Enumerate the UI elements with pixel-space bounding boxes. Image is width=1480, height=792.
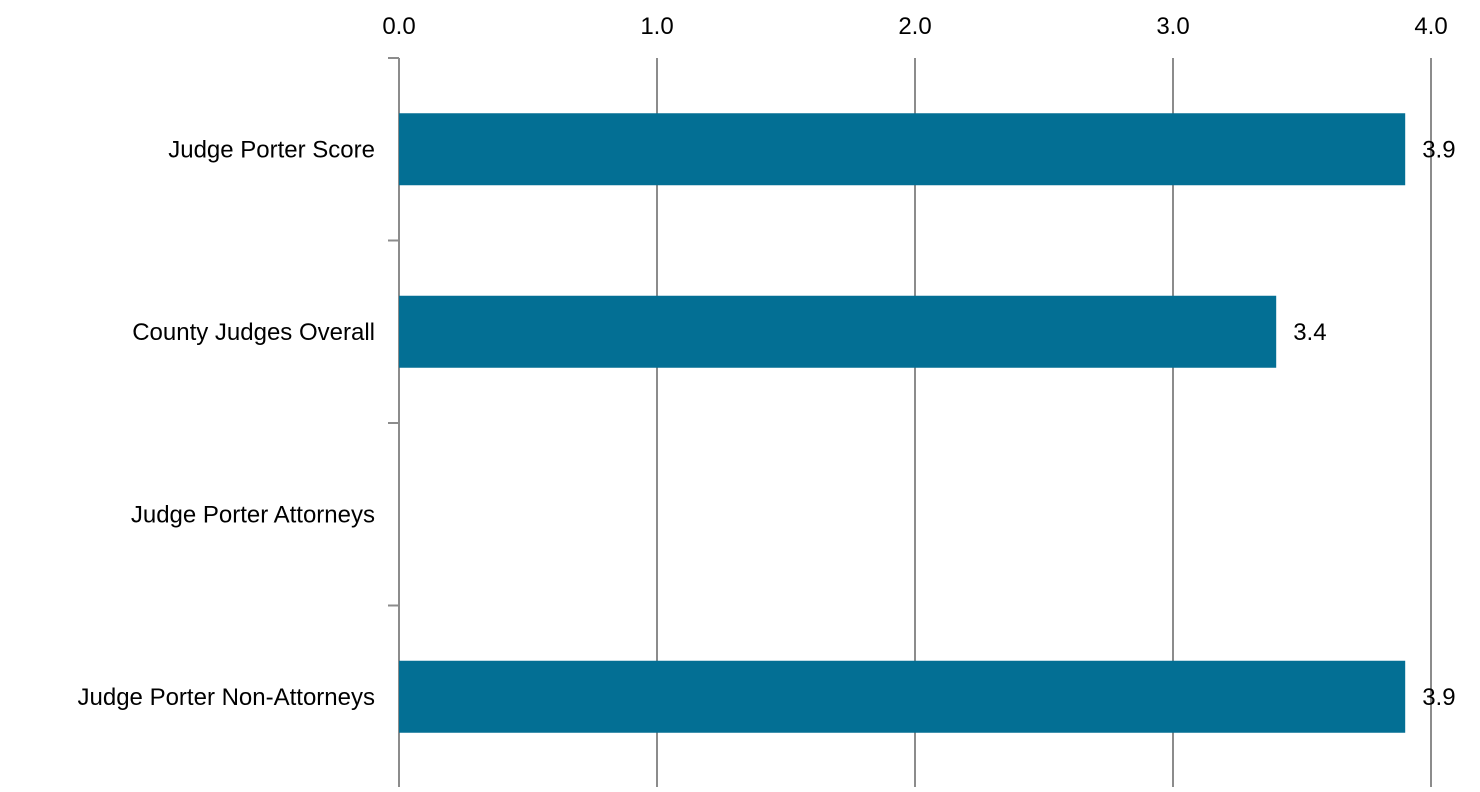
bar xyxy=(399,660,1406,733)
data-labels: 3.9 3.4 3.9 xyxy=(1293,137,1455,712)
bar xyxy=(399,295,1277,368)
category-label: County Judges Overall xyxy=(132,319,375,346)
bar xyxy=(399,113,1406,186)
category-label: Judge Porter Score xyxy=(168,137,375,164)
data-label: 3.4 xyxy=(1293,319,1326,346)
x-tick-label: 1.0 xyxy=(640,13,673,40)
data-label: 3.9 xyxy=(1422,684,1455,711)
category-label: Judge Porter Non-Attorneys xyxy=(78,684,375,711)
category-label: Judge Porter Attorneys xyxy=(131,502,375,529)
bars xyxy=(399,113,1406,733)
category-labels: Judge Porter Score County Judges Overall J… xyxy=(78,137,375,712)
x-tick-label: 3.0 xyxy=(1156,13,1189,40)
data-label: 3.9 xyxy=(1422,137,1455,164)
x-tick-label: 0.0 xyxy=(382,13,415,40)
x-tick-label: 2.0 xyxy=(898,13,931,40)
x-axis-tick-labels: 0.0 1.0 2.0 3.0 4.0 xyxy=(382,13,1447,40)
x-tick-label: 4.0 xyxy=(1414,13,1447,40)
